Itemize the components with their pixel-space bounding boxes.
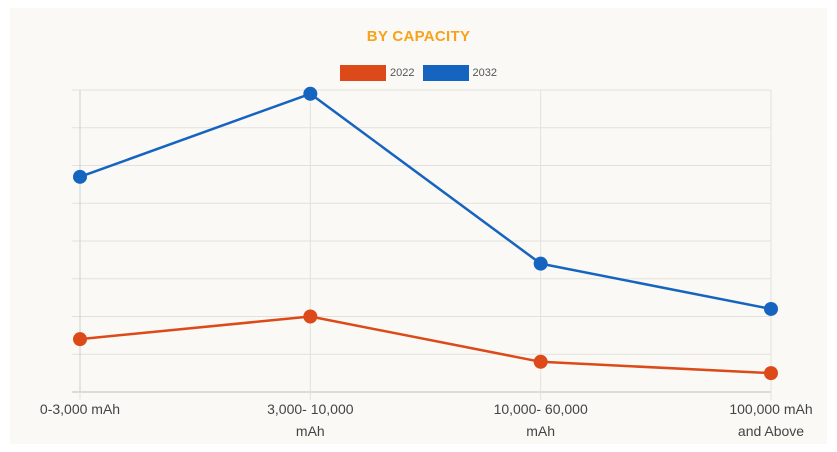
data-point-2032-2 — [533, 256, 548, 271]
legend-item-2032[interactable]: 2032 — [422, 65, 497, 81]
legend-swatch-2022 — [340, 65, 387, 81]
x-tick-label-3: 100,000 mAh and Above — [729, 401, 812, 439]
legend-label-2032: 2032 — [472, 67, 497, 79]
legend: 2022 2032 — [10, 65, 827, 81]
data-point-2032-1 — [303, 86, 318, 101]
data-point-2032-0 — [73, 169, 87, 184]
chart-title: BY CAPACITY — [366, 28, 471, 45]
series-line-2022 — [79, 315, 772, 375]
data-point-2022-3 — [764, 366, 778, 381]
chart-panel: BY CAPACITY 2022 2032 — [10, 8, 827, 444]
data-point-2022-2 — [533, 354, 548, 369]
series-line-2032 — [79, 92, 772, 311]
data-point-2032-3 — [764, 301, 778, 316]
data-point-2022-0 — [73, 332, 87, 347]
x-tick-label-0: 0-3,000 mAh — [40, 401, 120, 417]
legend-item-2022[interactable]: 2022 — [340, 65, 415, 81]
legend-label-2022: 2022 — [390, 67, 415, 79]
x-tick-label-1: 3,000- 10,000 mAh — [267, 401, 354, 439]
legend-swatch-2032 — [422, 65, 469, 81]
x-tick-label-2: 10,000- 60,000 mAh — [494, 401, 588, 439]
data-point-2022-1 — [303, 309, 318, 324]
